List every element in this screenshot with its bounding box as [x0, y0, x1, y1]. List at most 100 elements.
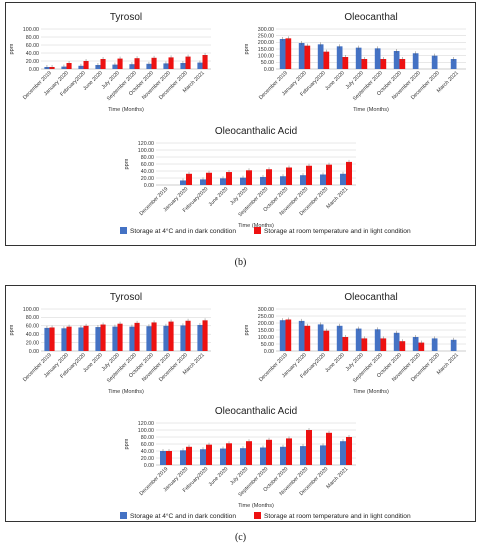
- chart-b-0: Tyrosol 100.00 80.00 60.00 40.00 20.00 0.00 ppm…: [9, 12, 211, 113]
- dark-storage-bar: [355, 47, 362, 69]
- light-storage-bar: [151, 57, 157, 69]
- light-storage-bar: [117, 323, 123, 351]
- light-storage-bar: [380, 338, 387, 351]
- dark-storage-bar: [129, 326, 135, 351]
- y-tick-label: 300.00: [258, 307, 274, 313]
- dark-storage-bar: [200, 179, 206, 185]
- chart-title: Oleocanthal: [344, 12, 397, 23]
- y-tick-label: 0.00: [29, 349, 39, 355]
- panel-b-charts: Tyrosol100.0080.0060.0040.0020.000.00ppm…: [9, 12, 466, 235]
- light-storage-bar: [134, 58, 140, 69]
- light-storage-bar: [304, 45, 311, 69]
- light-storage-bar: [306, 165, 312, 185]
- dark-storage-bar: [393, 332, 400, 351]
- y-tick-label: 150.00: [258, 328, 274, 334]
- dark-storage-bar: [61, 328, 67, 351]
- x-axis-label: Time (Months): [238, 503, 274, 509]
- y-tick-label: 50.00: [261, 60, 274, 66]
- y-axis-label: ppm: [124, 438, 130, 449]
- light-storage-bar: [418, 342, 425, 351]
- dark-storage-bar: [320, 445, 326, 465]
- y-tick-label: 250.00: [258, 33, 274, 39]
- dark-storage-bar: [300, 446, 306, 465]
- y-axis-label: ppm: [124, 158, 130, 169]
- legend-swatch-light: [254, 227, 261, 234]
- light-storage-bar: [66, 326, 72, 351]
- legend-label-dark: Storage at 4°C and in dark condition: [130, 227, 236, 235]
- dark-storage-bar: [197, 324, 203, 351]
- dark-storage-bar: [298, 320, 305, 351]
- dark-storage-bar: [240, 177, 246, 185]
- y-tick-label: 60.00: [26, 43, 39, 49]
- y-tick-label: 120.00: [138, 421, 154, 427]
- dark-storage-bar: [355, 328, 362, 351]
- dark-storage-bar: [317, 44, 324, 69]
- chart-c-0: Tyrosol 100.00 80.00 60.00 40.00 20.00 0.00 ppm…: [9, 292, 211, 395]
- figure-panel-c: Tyrosol 100.00 80.00 60.00 40.00 20.00 0.00 ppm…: [5, 285, 476, 522]
- dark-storage-bar: [336, 325, 343, 351]
- dark-storage-bar: [340, 173, 346, 185]
- dark-storage-bar: [180, 180, 186, 185]
- dark-storage-bar: [412, 53, 419, 69]
- light-storage-bar: [380, 59, 387, 69]
- chart-title: Oleocanthalic Acid: [215, 406, 297, 417]
- y-tick-label: 40.00: [26, 332, 39, 338]
- dark-storage-bar: [279, 320, 286, 351]
- x-tick-label: June 2020: [208, 466, 230, 488]
- legend-label-dark: Storage at 4°C and in dark condition: [130, 512, 236, 520]
- dark-storage-bar: [44, 327, 50, 351]
- chart-title: Oleocanthalic Acid: [215, 126, 297, 137]
- light-storage-bar: [323, 330, 330, 351]
- light-storage-bar: [304, 325, 311, 351]
- dark-storage-bar: [336, 46, 343, 69]
- dark-storage-bar: [260, 447, 266, 465]
- y-tick-label: 80.00: [26, 35, 39, 41]
- dark-storage-bar: [197, 62, 203, 69]
- y-tick-label: 20.00: [141, 456, 154, 462]
- light-storage-bar: [326, 432, 332, 465]
- light-storage-bar: [342, 57, 349, 69]
- legend-b: Storage at 4°C and in dark condition Stor…: [120, 227, 411, 235]
- y-axis-label: ppm: [9, 43, 15, 54]
- chart-c-2: Oleocanthalic Acid 120.00100.0080.0060.00…: [124, 406, 356, 509]
- light-storage-bar: [346, 161, 352, 185]
- dark-storage-bar: [260, 176, 266, 185]
- x-tick-label: March 2021: [325, 186, 349, 210]
- light-storage-bar: [185, 56, 191, 69]
- y-tick-label: 120.00: [138, 141, 154, 147]
- light-storage-bar: [206, 172, 212, 185]
- y-tick-label: 60.00: [26, 324, 39, 330]
- x-axis-label: Time (Months): [238, 223, 274, 229]
- legend-label-light: Storage at room temperature and in light…: [264, 228, 411, 235]
- dark-storage-bar: [163, 63, 169, 69]
- y-tick-label: 100.00: [138, 148, 154, 154]
- light-storage-bar: [361, 338, 368, 351]
- light-storage-bar: [361, 59, 368, 69]
- light-storage-bar: [134, 322, 140, 351]
- dark-storage-bar: [95, 327, 101, 351]
- light-storage-bar: [226, 172, 232, 185]
- x-tick-label: December 2019: [22, 70, 53, 101]
- dark-storage-bar: [431, 338, 438, 351]
- dark-storage-bar: [320, 174, 326, 185]
- y-tick-label: 60.00: [141, 162, 154, 168]
- y-tick-label: 80.00: [141, 155, 154, 161]
- light-storage-bar: [186, 446, 192, 465]
- x-tick-label: December 2019: [22, 352, 53, 383]
- light-storage-bar: [202, 55, 208, 69]
- dark-storage-bar: [298, 43, 305, 69]
- dark-storage-bar: [78, 327, 84, 351]
- dark-storage-bar: [300, 175, 306, 185]
- dark-storage-bar: [200, 449, 206, 465]
- x-axis-label: Time (Months): [353, 107, 389, 113]
- dark-storage-bar: [129, 64, 135, 69]
- x-tick-label: June 2020: [324, 70, 346, 92]
- dark-storage-bar: [146, 63, 152, 69]
- dark-storage-bar: [374, 48, 381, 69]
- light-storage-bar: [286, 438, 292, 465]
- legend-swatch-light: [254, 512, 261, 519]
- light-storage-bar: [117, 58, 123, 69]
- dark-storage-bar: [280, 446, 286, 465]
- light-storage-bar: [246, 170, 252, 185]
- dark-storage-bar: [280, 176, 286, 185]
